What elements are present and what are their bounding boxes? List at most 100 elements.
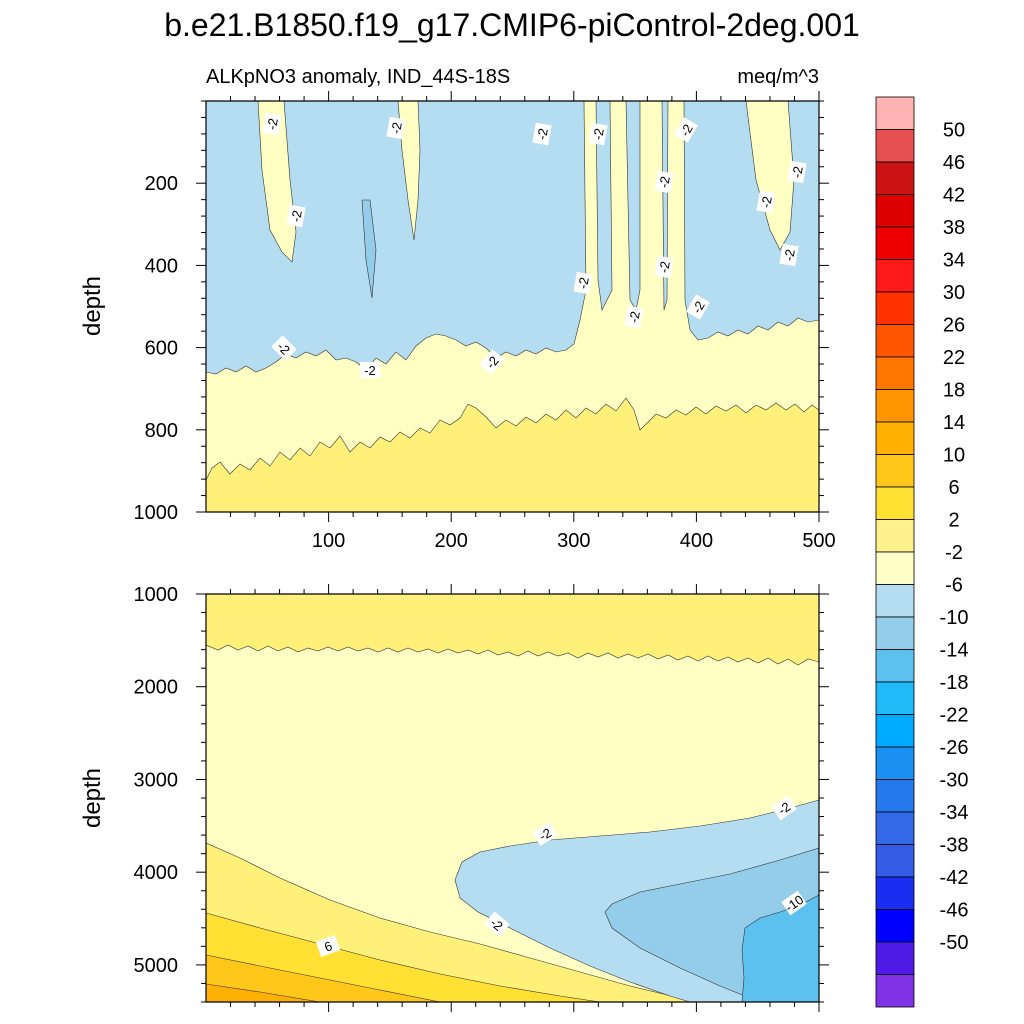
colorbar-swatch [875,161,915,195]
contour-label-text: -2 [656,175,673,189]
colorbar-swatch [875,974,915,1008]
colorbar-label: -18 [940,672,969,694]
lower-y-tick-label: 1000 [134,584,179,606]
upper-contour-label: -2 [588,122,608,146]
colorbar-label: -50 [940,932,969,954]
contour-label-bg [779,243,799,267]
colorbar-swatch [875,714,915,748]
fill-dark-sliver [361,199,377,299]
colorbar-label: 30 [943,282,965,304]
upper-contour-label: -2 [654,255,674,279]
contour-label-text: -2 [575,276,592,290]
colorbar-swatch [875,324,915,358]
colorbar-label: -34 [940,802,969,824]
contour-label-text: -2 [388,121,405,135]
contour-label-bg [484,911,510,937]
contour-label-text: -2 [758,195,775,209]
contour-label-bg [771,795,797,821]
colorbar-label: -26 [940,737,969,759]
lower-contour-label: 6 [315,935,341,957]
fill-band-minus6-minus2 [206,101,819,375]
colorbar-swatch [875,389,915,423]
fill-finger-2 [397,101,421,241]
contour-label-bg [262,112,282,136]
colorbar-swatch [875,226,915,260]
colorbar-label: 26 [943,315,965,337]
upper-y-tick-label: 1000 [134,502,179,524]
chart-units: meq/m^3 [737,66,819,88]
upper-y-tick-label: 400 [145,255,178,277]
contour-label-text: -2 [781,248,798,262]
upper-y-ticks: 200 400 600 800 1000 [134,100,829,524]
colorbar-label: 14 [943,412,965,434]
contour-label-text: -2 [364,363,376,378]
lower-y-tick-label: 3000 [134,769,179,791]
colorbar-label: -6 [945,575,963,597]
colorbar-swatch [875,519,915,553]
lower-y-ticks: 1000 2000 3000 4000 5000 [134,584,829,1003]
colorbar-label: -22 [940,705,969,727]
colorbar-swatch [875,941,915,975]
colorbar-label: 18 [943,380,965,402]
colorbar-swatch [875,779,915,813]
lower-y-tick-label: 4000 [134,862,179,884]
colorbar-label: -10 [940,607,969,629]
contour-label-text: -2 [590,127,607,141]
contour-label-bg [386,116,406,140]
colorbar-label: -46 [940,900,969,922]
upper-contour-label: -2 [686,294,710,320]
colorbar-swatch [875,746,915,780]
upper-x-tick-label: 300 [557,530,590,552]
lower-contour-label: -2 [532,822,558,846]
contour-label-bg [573,271,593,295]
colorbar-swatch [875,584,915,618]
colorbar-swatch [875,551,915,585]
lower-contour-fill [206,594,819,1002]
colorbar-label: 6 [948,477,959,499]
colorbar-label: 42 [943,185,965,207]
colorbar-swatch [875,811,915,845]
contour-label-bg [674,117,698,143]
contour-label-bg [286,204,306,228]
colorbar-label: 10 [943,445,965,467]
upper-y-tick-label: 800 [145,420,178,442]
colorbar-swatch [875,96,915,130]
upper-contour-label: -2 [573,271,593,295]
contour-label-bg [479,349,505,375]
colorbar: 50 46 42 38 34 30 26 22 18 14 10 6 2 -2 -6 -10 -14 -18 -22… [875,96,969,1008]
colorbar-label: 2 [948,510,959,532]
lower-contour-labels: -2-2-26-10 [315,795,807,957]
contour-label-text: -2 [656,260,673,274]
upper-contour-fill [206,101,819,512]
contour-label-text: -2 [288,209,305,223]
colorbar-swatch [875,681,915,715]
upper-contour-labels: -2 -2 -2 -2 -2 -2 -2 -2 -2 -2 -2 -2 -2 -2 -2 -2 -2 [262,112,807,378]
contour-label-bg [532,822,558,846]
fill-finger-1 [257,101,297,263]
contour-label-bg [654,255,674,279]
contour-label-bg [532,122,552,146]
upper-x-tick-label: 200 [435,530,468,552]
lower-contour-label: -2 [484,911,510,937]
colorbar-label: 46 [943,152,965,174]
upper-x-tick-label: 500 [802,530,835,552]
contour-label-bg [654,170,674,194]
upper-contour-label: -2 [654,170,674,194]
lower-x-ticks [230,584,820,1012]
contour-label-text: -2 [534,127,551,141]
colorbar-swatch [875,876,915,910]
chart-title: b.e21.B1850.f19_g17.CMIP6-piControl-2deg… [164,7,860,43]
upper-contour-label: -2 [756,190,776,214]
upper-contour-label: -2 [779,243,799,267]
contour-label-bg [271,335,297,361]
colorbar-swatch [875,421,915,455]
colorbar-swatch [875,194,915,228]
colorbar-label: -38 [940,835,969,857]
colorbar-label: 50 [943,120,965,142]
colorbar-label: -42 [940,867,969,889]
upper-contour-label: -2 [286,204,306,228]
colorbar-swatch [875,616,915,650]
colorbar-swatch [875,129,915,163]
contour-label-bg [624,305,644,329]
